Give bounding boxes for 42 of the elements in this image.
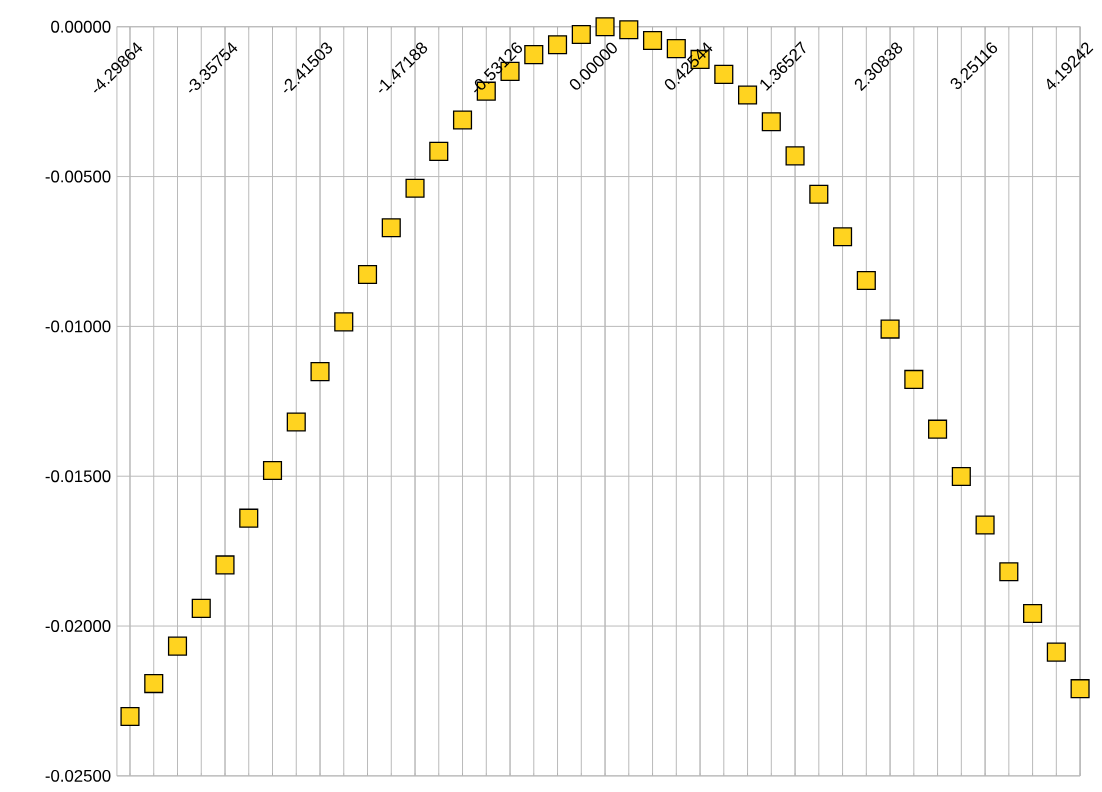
point (809, 184, 829, 204)
point (191, 598, 211, 619)
point (262, 461, 283, 481)
point (642, 31, 663, 51)
point (1046, 642, 1066, 662)
point (524, 45, 544, 65)
point (904, 370, 924, 390)
point (714, 64, 734, 85)
y-tick-label: -0.01500 (45, 470, 111, 483)
point (547, 35, 568, 55)
point (928, 419, 948, 439)
point (1023, 604, 1043, 624)
point (951, 467, 971, 487)
point (357, 265, 378, 285)
y-tick-label: -0.01000 (45, 320, 111, 333)
point (856, 271, 876, 291)
point (738, 85, 758, 105)
y-tick-label: -0.02000 (45, 620, 111, 633)
point (167, 636, 188, 656)
point (120, 707, 140, 727)
y-tick-label: -0.00500 (45, 170, 111, 183)
point (595, 17, 615, 37)
point (880, 319, 900, 339)
point (1070, 679, 1090, 699)
point (405, 178, 425, 198)
point (286, 412, 306, 432)
point (761, 112, 781, 132)
point (239, 508, 259, 528)
point (452, 110, 473, 130)
y-tick-label: 0.00000 (51, 20, 111, 33)
y-tick-label: -0.02500 (45, 770, 111, 782)
point (429, 141, 449, 162)
point (619, 20, 639, 40)
point (785, 146, 805, 166)
point (310, 362, 330, 382)
point (999, 562, 1019, 582)
point (975, 515, 995, 535)
point (833, 227, 853, 247)
point (144, 674, 164, 694)
point (215, 555, 235, 575)
point (334, 312, 354, 332)
point (381, 218, 401, 238)
